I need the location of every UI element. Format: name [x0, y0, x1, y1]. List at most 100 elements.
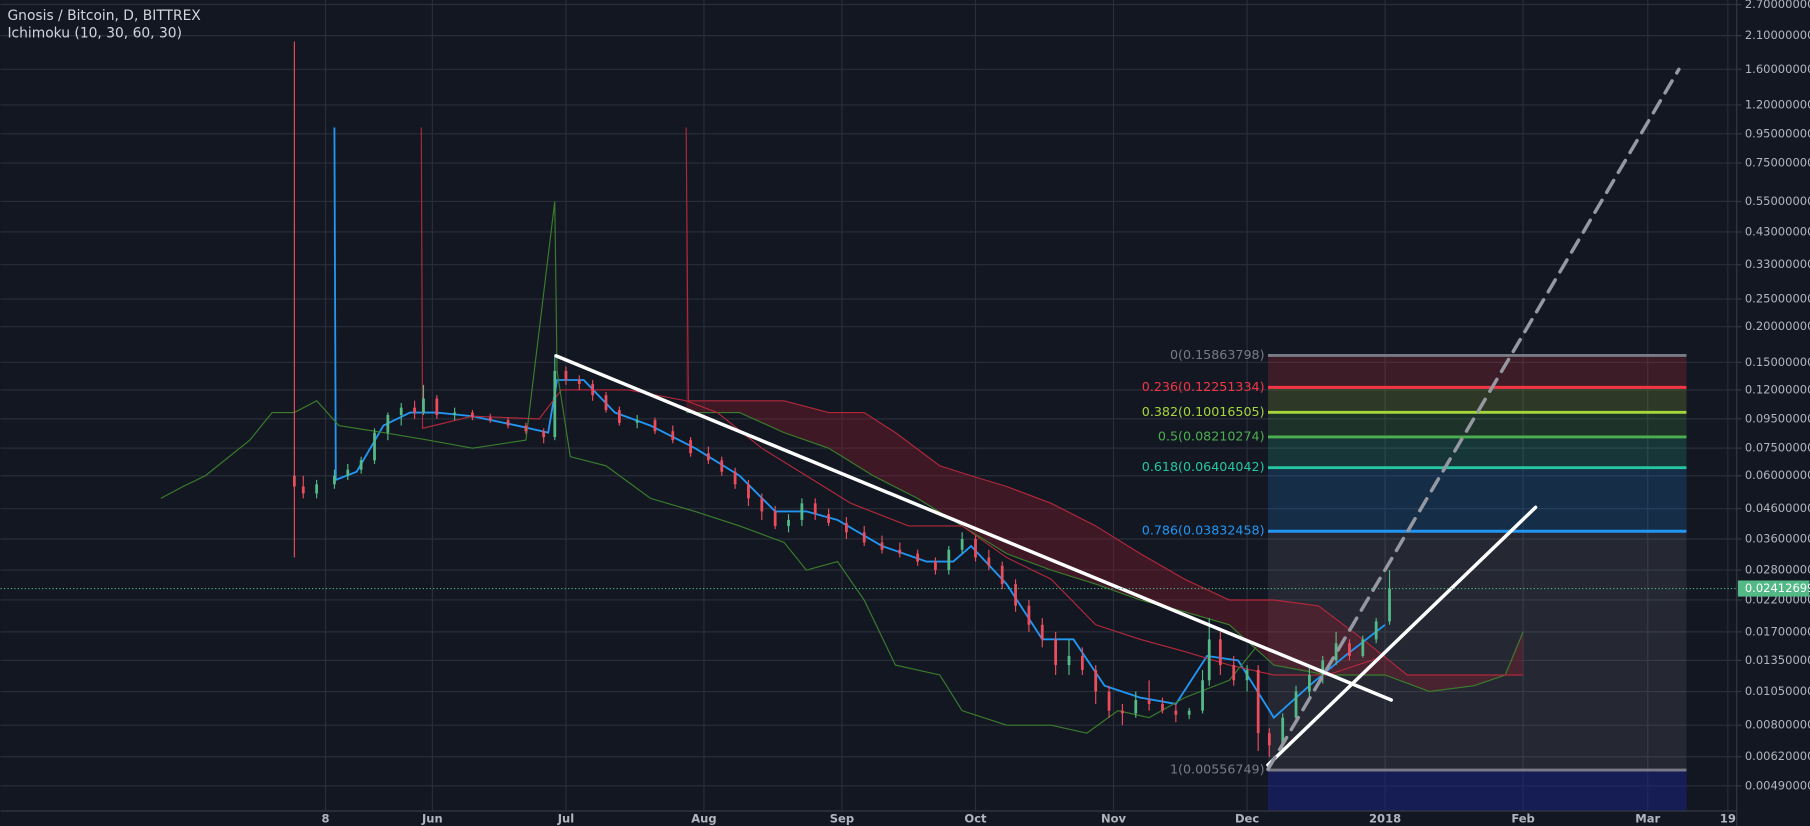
x-tick-label: Aug — [691, 812, 716, 826]
candle-body — [542, 431, 546, 438]
plot-area: 0(0.15863798) 0.236(0.12251334) 0.382(0.10… — [0, 41, 1737, 812]
x-tick-label: Mar — [1635, 812, 1660, 826]
candle-body — [1334, 643, 1338, 661]
candle-body — [359, 460, 363, 470]
candle-body — [671, 431, 675, 441]
y-tick-label: 0.00620000 — [1745, 749, 1810, 763]
y-tick-label: 2.10000000 — [1745, 28, 1810, 42]
candle-body — [1321, 660, 1325, 675]
fib-label: 1(0.00556749) — [1170, 762, 1265, 777]
candle-body — [1174, 710, 1178, 715]
candle-body — [760, 498, 764, 512]
candle-body — [301, 486, 305, 494]
candle-body — [399, 407, 403, 416]
ichimoku-span — [685, 127, 1524, 676]
candle-body — [733, 471, 737, 485]
candle-body — [898, 549, 902, 554]
candle-body — [292, 475, 296, 487]
fib-zone — [1267, 355, 1687, 388]
candle-body — [653, 420, 657, 432]
candle-body — [947, 549, 951, 571]
candle-body — [800, 503, 804, 520]
candle-body — [1267, 733, 1271, 746]
y-tick-label: 0.15000000 — [1745, 355, 1810, 369]
candle-body — [1374, 621, 1378, 640]
candle-body — [1348, 643, 1351, 656]
trend-line — [1266, 67, 1681, 772]
candle-body — [773, 511, 777, 526]
candle-body — [1201, 680, 1204, 711]
y-tick-label: 0.06000000 — [1745, 468, 1810, 482]
candle-body — [862, 532, 866, 543]
fib-label: 0.618(0.06404042) — [1142, 459, 1265, 474]
candle-body — [934, 561, 937, 571]
candle-body — [488, 417, 492, 421]
candle-body — [386, 415, 390, 433]
fib-label: 0(0.15863798) — [1170, 347, 1265, 362]
fib-label: 0.786(0.03832458) — [1142, 523, 1265, 538]
candle-body — [1094, 669, 1098, 692]
x-tick-label: Jul — [557, 812, 574, 826]
candle-body — [1294, 691, 1298, 718]
candle-body — [591, 383, 595, 396]
y-tick-label: 0.00490000 — [1745, 778, 1810, 792]
x-tick-label: 2018 — [1369, 812, 1401, 826]
candle-body — [827, 514, 830, 523]
y-tick-label: 0.25000000 — [1745, 292, 1810, 306]
candle-body — [880, 542, 884, 550]
grid — [0, 0, 1737, 812]
candle-body — [1000, 565, 1004, 585]
ichimoku-span — [686, 411, 1524, 693]
candle-body — [1014, 584, 1017, 606]
y-tick-label: 1.20000000 — [1745, 97, 1810, 111]
x-tick-label: Feb — [1511, 812, 1534, 826]
fib-label: 0.5(0.08210274) — [1158, 428, 1265, 443]
candle-body — [346, 469, 350, 476]
candle-body — [974, 538, 977, 558]
y-tick-label: 0.33000000 — [1745, 257, 1810, 271]
candle-body — [422, 398, 425, 413]
last-price-box — [1737, 580, 1810, 597]
trend-line — [554, 354, 1393, 702]
x-tick-label: Oct — [964, 812, 987, 826]
candle-body — [1218, 639, 1222, 666]
candle-body — [1232, 665, 1236, 681]
ichimoku-cloud — [686, 127, 1524, 692]
candle-body — [604, 395, 608, 411]
fib-zone — [1267, 467, 1687, 532]
y-tick-label: 0.01350000 — [1745, 653, 1810, 667]
last-price-label: 0.02412699 — [1745, 581, 1810, 595]
ichimoku-line — [160, 201, 1257, 734]
candle-body — [617, 410, 621, 423]
candle-body — [720, 460, 724, 472]
candle-body — [1121, 710, 1124, 714]
x-tick-label: Sep — [830, 812, 854, 826]
y-tick-label: 0.75000000 — [1745, 156, 1810, 170]
candle-body — [524, 425, 528, 432]
candle-body — [1040, 624, 1044, 640]
candle-body — [1134, 700, 1138, 714]
candle-body — [1256, 669, 1260, 734]
candle-body — [506, 420, 510, 426]
candle-body — [413, 407, 416, 413]
candle-body — [960, 538, 964, 550]
candle-body — [747, 484, 750, 499]
candle-body — [1187, 710, 1191, 715]
fib-zone — [1267, 436, 1687, 468]
candle-body — [1308, 674, 1311, 692]
candle-body — [1027, 605, 1031, 625]
candle-body — [1054, 639, 1058, 666]
fib-label: 0.382(0.10016505) — [1142, 404, 1265, 419]
y-tick-label: 2.70000000 — [1745, 0, 1810, 11]
y-tick-label: 0.07500000 — [1745, 441, 1810, 455]
indicator-label: Ichimoku (10, 30, 60, 30) — [7, 25, 182, 41]
candle-body — [1388, 588, 1391, 622]
candle-body — [987, 557, 991, 566]
y-tick-label: 0.01700000 — [1745, 624, 1810, 638]
candle-body — [1147, 700, 1151, 704]
y-tick-label: 0.09500000 — [1745, 411, 1810, 425]
y-tick-label: 0.04600000 — [1745, 501, 1810, 515]
candle-body — [435, 398, 439, 416]
candle-body — [333, 475, 336, 485]
